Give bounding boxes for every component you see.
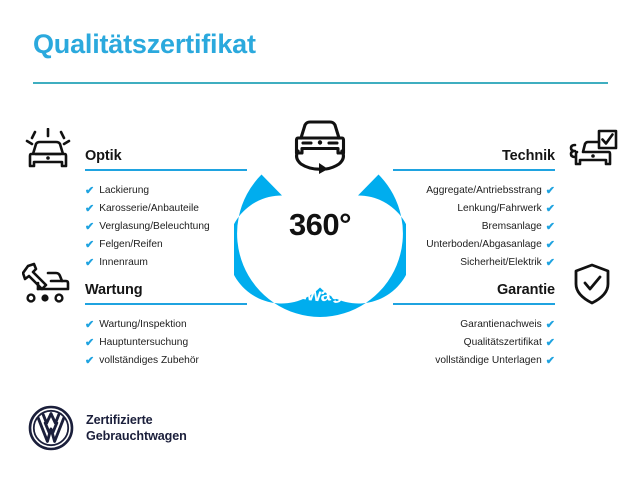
list-item: ✔ Hauptuntersuchung <box>22 334 247 352</box>
check-icon: ✔ <box>545 336 555 349</box>
list-item: ✔ vollständiges Zubehör <box>22 352 247 370</box>
section-wartung-title: Wartung <box>85 282 143 298</box>
list-item-label: Hauptuntersuchung <box>99 337 189 349</box>
list-item: ✔ vollständige Unterlagen <box>393 352 618 370</box>
shield-check-icon <box>566 262 618 306</box>
list-item-label: Unterboden/Abgasanlage <box>426 239 542 251</box>
check-icon: ✔ <box>85 256 95 269</box>
page-title: Qualitätszertifikat <box>33 29 256 59</box>
list-item-label: Aggregate/Antriebsstrang <box>426 185 542 197</box>
car-sparkle-icon <box>22 127 74 172</box>
check-icon: ✔ <box>545 202 555 215</box>
section-garantie-divider <box>393 303 555 305</box>
check-icon: ✔ <box>85 220 95 233</box>
list-item: ✔ Wartung/Inspektion <box>22 316 247 334</box>
section-wartung-divider <box>85 303 247 305</box>
section-wartung: Wartung ✔ Wartung/Inspektion ✔ Hauptunters… <box>21 262 247 370</box>
list-item-label: Verglasung/Beleuchtung <box>99 221 210 233</box>
list-item: ✔ Verglasung/Beleuchtung <box>22 218 247 236</box>
vw-brand-line-1: Zertifizierte <box>86 412 153 427</box>
list-item-label: vollständige Unterlagen <box>435 355 542 367</box>
section-garantie: Garantie ✔ Garantienachweis ✔ Qualitätszer… <box>393 262 618 370</box>
badge-ring: Gebrauchtwagen-Check <box>227 150 413 317</box>
check-icon: ✔ <box>85 202 95 215</box>
check-icon: ✔ <box>545 256 555 269</box>
list-item: ✔ Unterboden/Abgasanlage <box>393 236 618 254</box>
list-item: ✔ Qualitätszertifikat <box>393 334 618 352</box>
list-item-label: Sicherheit/Elektrik <box>460 257 542 269</box>
list-item: ✔ Karosserie/Anbauteile <box>22 200 247 218</box>
badge-360-check: Gebrauchtwagen-Check 360° <box>227 112 413 317</box>
list-item-label: vollständiges Zubehör <box>99 355 199 367</box>
list-item-label: Qualitätszertifikat <box>463 337 542 349</box>
section-optik-list: ✔ Lackierung ✔ Karosserie/Anbauteile ✔ Verg… <box>22 182 247 272</box>
section-wartung-header: Wartung <box>21 262 247 308</box>
section-technik-divider <box>393 169 555 171</box>
check-icon: ✔ <box>85 354 95 367</box>
check-icon: ✔ <box>85 238 95 251</box>
list-item-label: Felgen/Reifen <box>99 239 163 251</box>
list-item: ✔ Garantienachweis <box>393 316 618 334</box>
section-technik-title: Technik <box>501 148 555 164</box>
list-item-label: Innenraum <box>99 257 148 269</box>
list-item-label: Karosserie/Anbauteile <box>99 203 199 215</box>
check-icon: ✔ <box>85 336 95 349</box>
badge-center-value: 360° <box>288 207 352 242</box>
section-optik: Optik ✔ Lackierung ✔ Karosserie/Anbauteile… <box>22 127 247 272</box>
section-technik: Technik ✔ Aggregate/Antriebsstrang ✔ Lenku… <box>393 128 618 272</box>
check-icon: ✔ <box>85 318 95 331</box>
car-rotation-icon <box>277 112 363 180</box>
list-item: ✔ Sicherheit/Elektrik <box>393 254 618 272</box>
title-block: Qualitätszertifikat <box>33 29 608 84</box>
check-icon: ✔ <box>545 238 555 251</box>
check-icon: ✔ <box>545 220 555 233</box>
section-garantie-title: Garantie <box>496 282 555 298</box>
vw-brand-line-2: Gebrauchtwagen <box>86 429 187 443</box>
list-item-label: Lackierung <box>99 185 150 197</box>
list-item: ✔ Lenkung/Fahrwerk <box>393 200 618 218</box>
section-technik-list: ✔ Aggregate/Antriebsstrang ✔ Lenkung/Fahrw… <box>393 182 618 272</box>
list-item: ✔ Innenraum <box>22 254 247 272</box>
vw-logo-icon <box>28 405 74 451</box>
section-technik-header: Technik <box>393 128 618 174</box>
check-icon: ✔ <box>85 184 95 197</box>
list-item: ✔ Aggregate/Antriebsstrang <box>393 182 618 200</box>
wrench-car-icon <box>21 262 74 306</box>
check-icon: ✔ <box>545 184 555 197</box>
section-optik-divider <box>85 169 247 171</box>
list-item: ✔ Bremsanlage <box>393 218 618 236</box>
section-optik-header: Optik <box>22 127 247 174</box>
vw-brand-text: Zertifizierte Gebrauchtwagen <box>86 412 187 444</box>
car-checkbox-icon <box>566 128 618 172</box>
list-item-label: Lenkung/Fahrwerk <box>457 203 542 215</box>
vw-brand-block: Zertifizierte Gebrauchtwagen <box>28 405 187 451</box>
title-divider <box>33 81 608 84</box>
list-item-label: Garantienachweis <box>460 319 542 331</box>
check-icon: ✔ <box>545 318 555 331</box>
list-item: ✔ Lackierung <box>22 182 247 200</box>
check-icon: ✔ <box>545 354 555 367</box>
list-item: ✔ Felgen/Reifen <box>22 236 247 254</box>
section-garantie-header: Garantie <box>393 262 618 308</box>
list-item-label: Bremsanlage <box>481 221 542 233</box>
list-item-label: Wartung/Inspektion <box>99 319 187 331</box>
section-garantie-list: ✔ Garantienachweis ✔ Qualitätszertifikat ✔… <box>393 316 618 370</box>
section-wartung-list: ✔ Wartung/Inspektion ✔ Hauptuntersuchung ✔… <box>22 316 247 370</box>
section-optik-title: Optik <box>85 148 122 164</box>
